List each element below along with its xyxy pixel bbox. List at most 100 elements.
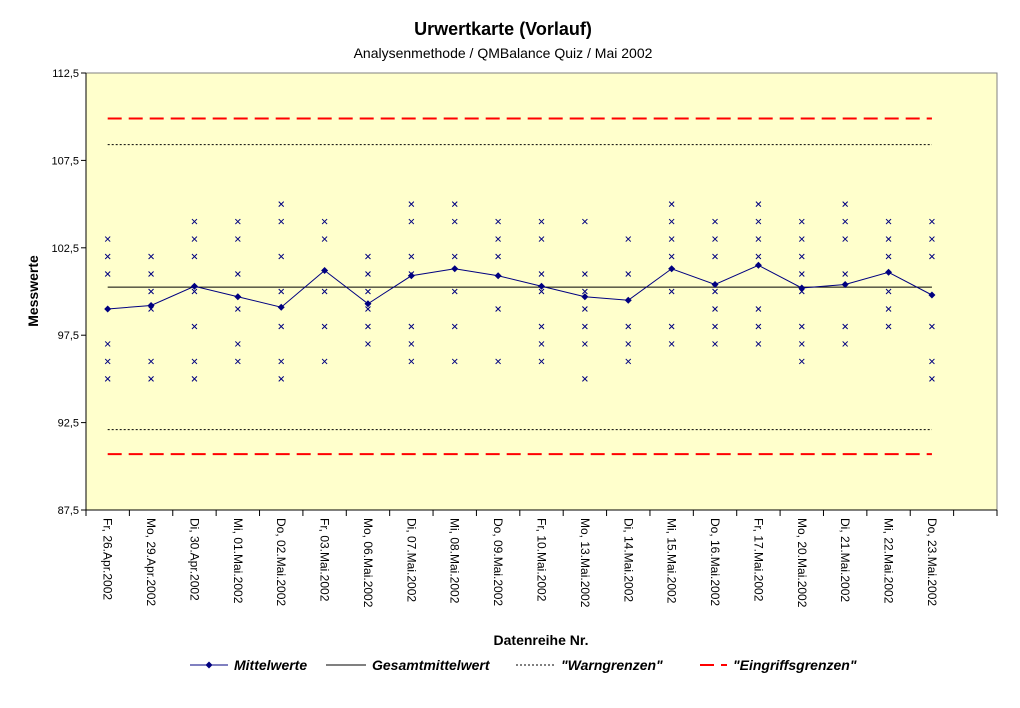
mean-marker (321, 267, 329, 275)
measurement-marker (408, 358, 415, 365)
x-tick-label: Fr, 26.Apr.2002 (101, 518, 115, 600)
measurement-marker (451, 358, 458, 365)
x-tick-label: Mi, 08.Mai.2002 (448, 518, 462, 604)
legend-label: Mittelwerte (234, 657, 307, 673)
measurement-marker (365, 271, 371, 277)
legend-label: Gesamtmittelwert (372, 657, 491, 673)
measurement-marker (538, 218, 545, 225)
mean-marker (538, 282, 545, 290)
measurement-marker (234, 218, 241, 225)
x-tick-label: Fr, 10.Mai.2002 (535, 518, 549, 602)
measurement-marker (625, 236, 632, 242)
mean-marker (581, 293, 589, 301)
x-tick-label: Do, 02.Mai.2002 (274, 518, 288, 606)
y-tick-label: 112,5 (52, 68, 79, 80)
measurement-marker (104, 271, 111, 277)
measurement-marker (148, 271, 154, 277)
measurement-marker (842, 218, 849, 225)
x-tick-label: Mi, 15.Mai.2002 (665, 518, 679, 604)
measurement-marker (582, 271, 588, 277)
measurement-marker (668, 253, 675, 260)
mean-marker (754, 261, 762, 269)
measurement-marker (755, 341, 762, 347)
measurement-marker (929, 376, 935, 382)
measurement-marker (712, 253, 718, 260)
measurement-marker (885, 306, 892, 312)
mean-marker (928, 291, 936, 299)
measurement-marker (495, 306, 501, 312)
measurement-marker (451, 253, 458, 260)
mean-marker (407, 272, 415, 280)
measurement-marker (668, 201, 675, 207)
measurement-marker (582, 218, 588, 225)
measurement-marker (234, 271, 241, 277)
mean-marker (104, 305, 112, 313)
mean-marker (494, 272, 502, 280)
measurement-marker (191, 218, 198, 225)
measurement-marker (798, 323, 805, 330)
measurement-marker (495, 218, 501, 225)
measurement-marker (668, 218, 675, 225)
measurement-marker (495, 236, 501, 242)
measurement-marker (885, 236, 892, 242)
measurement-marker (885, 253, 892, 260)
measurement-marker (104, 253, 111, 260)
chart-title: Urwertkarte (Vorlauf) (414, 19, 592, 39)
mean-marker (668, 265, 676, 273)
measurement-marker (798, 236, 805, 242)
measurement-marker (625, 323, 632, 330)
measurement-marker (321, 358, 328, 365)
mean-line (107, 264, 933, 310)
legend-label: "Warngrenzen" (561, 657, 663, 673)
measurement-marker (842, 341, 849, 347)
x-tick-label: Di, 14.Mai.2002 (621, 518, 635, 602)
measurement-marker (842, 271, 849, 277)
measurement-marker (582, 376, 588, 382)
mean-marker (364, 300, 372, 308)
measurement-marker (712, 236, 718, 242)
mean-marker (798, 284, 806, 292)
mean-marker (190, 282, 198, 290)
measurement-marker (278, 323, 285, 330)
measurement-marker (408, 253, 415, 260)
x-tick-label: Mo, 13.Mai.2002 (578, 518, 592, 608)
measurement-marker (798, 341, 805, 347)
measurement-marker (668, 288, 675, 295)
measurement-marker (234, 358, 241, 365)
x-tick-label: Mo, 29.Apr.2002 (144, 518, 158, 606)
measurement-marker (712, 218, 718, 225)
measurement-marker (755, 323, 762, 330)
mean-marker (451, 265, 459, 273)
x-tick-label: Di, 07.Mai.2002 (404, 518, 418, 602)
y-tick-label: 87,5 (58, 505, 79, 517)
mean-marker (885, 268, 893, 276)
measurement-marker (191, 288, 198, 295)
x-tick-label: Di, 30.Apr.2002 (187, 518, 201, 601)
measurement-marker (755, 236, 762, 242)
measurement-marker (798, 358, 805, 365)
measurement-marker (538, 341, 545, 347)
y-tick-label: 92,5 (58, 418, 79, 430)
measurement-marker (625, 271, 632, 277)
measurement-marker (538, 236, 545, 242)
measurement-marker (798, 253, 805, 260)
y-tick-label: 107,5 (51, 155, 79, 167)
measurement-marker (278, 358, 285, 365)
measurement-marker (712, 341, 718, 347)
measurement-marker (668, 341, 675, 347)
measurement-marker (842, 236, 849, 242)
y-tick-label: 102,5 (51, 243, 79, 255)
measurement-marker (321, 288, 328, 295)
measurement-marker (451, 218, 458, 225)
measurement-marker (582, 306, 588, 312)
measurement-marker (495, 358, 501, 365)
mean-marker (234, 293, 242, 301)
measurement-marker (668, 236, 675, 242)
measurement-marker (365, 288, 371, 295)
mean-marker (277, 303, 285, 311)
measurement-marker (321, 323, 328, 330)
measurement-marker (278, 201, 285, 207)
measurement-marker (278, 218, 285, 225)
measurement-marker (798, 218, 805, 225)
y-tick-label: 97,5 (58, 330, 79, 342)
